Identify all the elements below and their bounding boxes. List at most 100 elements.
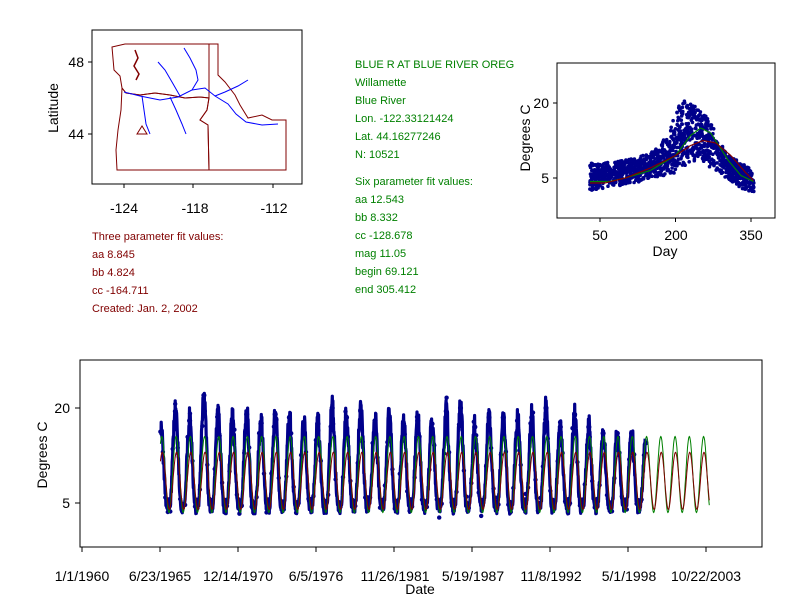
day-observed-point xyxy=(695,116,700,120)
day-observed-point xyxy=(625,170,630,174)
day-observed-point xyxy=(679,156,683,160)
timeseries-observed-point xyxy=(528,421,533,426)
day-observed-point xyxy=(600,168,605,172)
timeseries-observed-point xyxy=(459,419,464,425)
timeseries-observed-point xyxy=(414,414,420,420)
day-observed-point xyxy=(677,161,682,166)
day-observed-point xyxy=(588,163,592,168)
day-observed-point xyxy=(704,148,709,152)
day-y-tick-2: 5 xyxy=(541,170,549,186)
six-param-begin: begin 69.121 xyxy=(355,266,419,278)
day-observed-point xyxy=(752,189,756,194)
timeseries-observed-point xyxy=(264,510,269,515)
day-observed-point xyxy=(665,164,670,168)
day-observed-point xyxy=(608,175,613,180)
day-observed-point xyxy=(687,160,691,164)
day-observed-point xyxy=(684,130,689,134)
clearwater-river xyxy=(214,79,249,97)
day-observed-point xyxy=(712,161,716,166)
timeseries-peak-point xyxy=(229,418,235,424)
day-x-tick-2: 200 xyxy=(664,227,688,243)
timeseries-peak-point xyxy=(358,408,364,414)
day-observed-point xyxy=(735,180,739,184)
day-observed-point xyxy=(688,148,693,152)
day-observed-point xyxy=(673,167,678,172)
ts-x-tick-6: 5/19/1987 xyxy=(442,568,504,584)
day-observed-point xyxy=(653,149,657,153)
snake-river xyxy=(191,87,279,126)
day-observed-point xyxy=(688,125,692,130)
timeseries-peak-point xyxy=(500,414,506,421)
timeseries-peak-point xyxy=(386,414,392,421)
day-observed-point xyxy=(650,150,654,154)
day-observed-point xyxy=(618,183,622,188)
day-observed-point xyxy=(600,185,604,190)
timeseries-observed-point xyxy=(173,401,178,407)
timeseries-peak-point xyxy=(187,418,193,424)
day-observed-point xyxy=(687,107,692,111)
ts-x-label: Date xyxy=(405,581,435,597)
day-observed-point xyxy=(628,180,632,185)
day-observed-point xyxy=(723,175,727,179)
day-observed-point xyxy=(692,146,697,150)
six-param-cc: cc -128.678 xyxy=(355,230,413,242)
station-lat: Lat. 44.16277246 xyxy=(355,131,441,143)
day-observed-point xyxy=(641,153,645,158)
day-observed-point xyxy=(606,184,610,188)
timeseries-axis-ticks xyxy=(75,407,707,552)
day-observed-point xyxy=(674,149,678,154)
day-observed-point xyxy=(680,122,684,126)
map-y-label: Latitude xyxy=(45,83,61,133)
timeseries-observed-point xyxy=(570,426,575,431)
map-x-axis xyxy=(123,184,274,188)
ts-x-tick-8: 5/1/1998 xyxy=(602,568,657,584)
day-observed-point xyxy=(737,184,741,189)
timeseries-observed-point xyxy=(200,423,205,429)
day-observed-point xyxy=(682,99,687,103)
timeseries-observed-point xyxy=(219,480,225,485)
day-observed-point xyxy=(659,172,664,177)
timeseries-peak-point xyxy=(329,405,335,411)
timeseries-observed-point xyxy=(471,419,476,424)
day-observed-point xyxy=(673,137,678,141)
day-observed-point xyxy=(636,163,640,167)
day-observed-point xyxy=(671,148,675,153)
timeseries-observed-point xyxy=(289,431,294,436)
day-observed-point xyxy=(658,149,662,154)
map-frame xyxy=(91,29,303,185)
timeseries-observed-point xyxy=(442,451,447,456)
day-observed-point xyxy=(707,137,711,142)
day-observed-point xyxy=(661,140,665,144)
day-observed-point xyxy=(671,118,675,123)
day-observed-point xyxy=(690,120,695,125)
idaho-border xyxy=(199,43,287,171)
day-observed-point xyxy=(687,111,692,115)
timeseries-peak-point xyxy=(286,414,292,421)
day-observed-point xyxy=(695,151,699,155)
timeseries-peak-point xyxy=(415,418,421,424)
day-observed-point xyxy=(651,153,655,157)
map-rivers xyxy=(123,47,279,135)
day-observed-point xyxy=(596,162,600,167)
day-observed-point xyxy=(740,163,744,167)
day-observed-point xyxy=(613,180,618,185)
day-observed-point xyxy=(676,118,680,123)
day-observed-point xyxy=(617,170,622,175)
map-x-tick-1: -124 xyxy=(110,200,138,216)
ts-y-tick-1: 20 xyxy=(54,400,70,416)
day-observed-point xyxy=(680,112,685,116)
station-lon: Lon. -122.33121424 xyxy=(355,113,454,125)
day-observed-point xyxy=(680,152,685,156)
day-observed-point xyxy=(665,152,669,157)
day-observed-point xyxy=(656,172,660,176)
day-observed-point xyxy=(677,137,682,142)
timeseries-three-param-fit xyxy=(159,451,710,510)
day-observed-point xyxy=(596,185,600,189)
day-observed-point xyxy=(745,165,750,170)
timeseries-observed-point xyxy=(543,417,548,422)
day-observed-point xyxy=(706,156,711,160)
day-observed-point xyxy=(679,118,684,122)
timeseries-observed-point xyxy=(533,477,538,482)
day-observed-point xyxy=(614,161,619,165)
